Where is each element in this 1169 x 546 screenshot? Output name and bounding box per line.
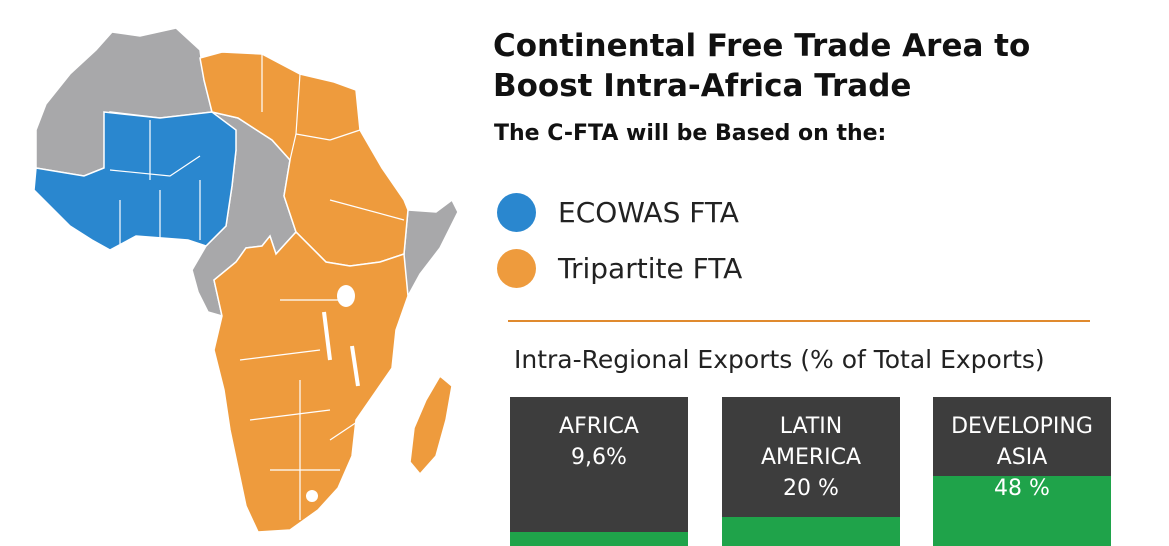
map-lesotho — [306, 490, 318, 502]
stat-fill-africa — [510, 532, 688, 546]
exports-title: Intra-Regional Exports (% of Total Expor… — [514, 345, 1045, 374]
stat-fill-developing-asia — [933, 476, 1111, 546]
map-lake-tanganyika — [322, 311, 332, 361]
legend-item-ecowas: ECOWAS FTA — [497, 192, 739, 232]
stat-label-asia: ASIA — [996, 445, 1048, 470]
stat-box-developing-asia: DEVELOPING ASIA 48 % — [933, 397, 1111, 546]
legend-label-tripartite: Tripartite FTA — [558, 251, 743, 285]
stat-box-africa: AFRICA 9,6% — [510, 397, 688, 546]
stat-value-africa: 9,6% — [571, 445, 627, 470]
map-lake-victoria — [337, 285, 355, 307]
page-subtitle: The C-FTA will be Based on the: — [494, 121, 887, 146]
legend-label-ecowas: ECOWAS FTA — [558, 195, 739, 229]
map-region-ecowas — [33, 111, 237, 251]
title-line-2: Boost Intra-Africa Trade — [493, 68, 912, 104]
stat-label-africa: AFRICA — [559, 414, 639, 439]
section-divider — [508, 320, 1090, 322]
africa-map — [33, 27, 459, 533]
stat-value-developing-asia: 48 % — [994, 476, 1050, 501]
map-region-tripartite-south — [213, 230, 409, 533]
stat-label-america: AMERICA — [760, 445, 862, 470]
legend-item-tripartite: Tripartite FTA — [497, 248, 742, 288]
title-line-1: Continental Free Trade Area to — [493, 28, 1031, 64]
stat-fill-latin-america — [722, 517, 900, 546]
stat-label-latin: LATIN — [779, 414, 843, 439]
legend-dot-tripartite — [497, 248, 536, 288]
legend-dot-ecowas — [497, 192, 536, 232]
stat-box-latin-america: LATIN AMERICA 20 % — [722, 397, 900, 546]
map-madagascar — [409, 374, 453, 476]
map-lake-malawi — [350, 345, 360, 387]
map-borders — [109, 54, 405, 520]
page-title: Continental Free Trade Area to Boost Int… — [493, 26, 1153, 106]
stat-label-developing: DEVELOPING — [951, 414, 1093, 439]
stat-value-latin-america: 20 % — [783, 476, 839, 501]
